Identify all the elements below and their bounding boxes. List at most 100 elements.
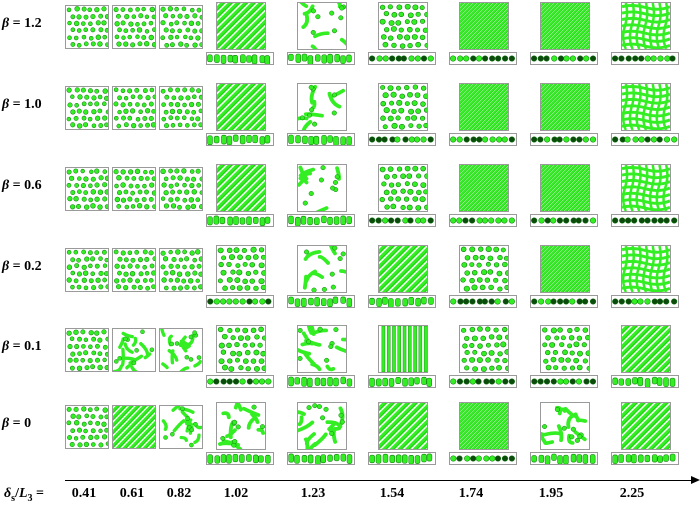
side-view-pattern — [369, 217, 434, 224]
morphology-pattern — [66, 329, 108, 371]
morphology-pattern — [217, 3, 265, 49]
morphology-pattern — [460, 3, 508, 49]
morphology-pattern — [379, 403, 427, 449]
morphology-pattern — [298, 326, 346, 372]
side-view-panel — [530, 375, 598, 388]
side-view-panel — [206, 452, 274, 465]
top-view-panel — [65, 167, 109, 211]
side-view-panel — [530, 52, 598, 65]
top-view-panel — [159, 167, 203, 211]
top-view-panel — [378, 325, 428, 373]
top-view-panel — [112, 167, 156, 211]
side-view-panel — [206, 214, 274, 227]
morphology-pattern — [161, 406, 202, 448]
top-view-panel — [297, 164, 347, 212]
morphology-pattern — [113, 329, 155, 371]
side-view-pattern — [369, 136, 434, 143]
morphology-pattern — [217, 326, 265, 372]
morphology-pattern — [460, 246, 508, 292]
top-view-panel — [297, 2, 347, 50]
side-view-pattern — [207, 298, 272, 305]
top-view-panel — [65, 5, 109, 49]
side-view-panel — [530, 295, 598, 308]
morphology-pattern — [379, 165, 427, 211]
side-view-pattern — [288, 453, 353, 464]
side-view-pattern — [531, 453, 596, 464]
side-view-pattern — [288, 134, 352, 145]
x-axis-tick-label: 1.95 — [538, 486, 564, 501]
side-view-pattern — [531, 298, 597, 305]
top-view-panel — [459, 402, 509, 450]
morphology-pattern — [622, 84, 670, 130]
morphology-pattern — [298, 84, 346, 130]
side-view-pattern — [450, 55, 515, 62]
top-view-panel — [378, 2, 428, 50]
morphology-pattern — [622, 403, 670, 449]
morphology-pattern — [160, 249, 202, 291]
top-view-panel — [112, 405, 156, 449]
side-view-panel — [287, 133, 355, 146]
side-view-pattern — [612, 453, 676, 464]
top-view-panel — [297, 245, 347, 293]
side-view-panel — [449, 295, 517, 308]
top-view-panel — [621, 245, 671, 293]
top-view-panel — [297, 83, 347, 131]
morphology-pattern — [113, 168, 155, 210]
top-view-panel — [216, 83, 266, 131]
top-view-panel — [378, 245, 428, 293]
side-view-pattern — [450, 455, 515, 462]
top-view-panel — [65, 405, 109, 449]
row-label-beta: β = 0.2 — [2, 259, 42, 274]
side-view-panel — [530, 133, 598, 146]
side-view-pattern — [450, 298, 515, 305]
morphology-pattern — [298, 403, 345, 449]
side-view-panel — [287, 375, 355, 388]
side-view-panel — [287, 52, 355, 65]
morphology-pattern — [460, 84, 508, 130]
morphology-pattern — [541, 246, 589, 292]
top-view-panel — [459, 164, 509, 212]
morphology-pattern — [66, 6, 108, 48]
top-view-panel — [65, 248, 109, 292]
side-view-pattern — [450, 136, 515, 143]
morphology-pattern — [302, 246, 346, 292]
morphology-pattern — [379, 246, 427, 292]
side-view-pattern — [531, 136, 597, 143]
morphology-pattern — [66, 249, 108, 291]
side-view-pattern — [612, 298, 678, 305]
row-label-beta: β = 0 — [2, 416, 32, 431]
morphology-pattern — [541, 84, 589, 130]
morphology-pattern — [381, 326, 427, 372]
side-view-panel — [611, 295, 679, 308]
row-label-beta: β = 0.6 — [2, 178, 42, 193]
top-view-panel — [65, 86, 109, 130]
top-view-panel — [216, 325, 266, 373]
side-view-pattern — [531, 55, 597, 62]
morphology-pattern — [460, 165, 508, 211]
morphology-pattern — [113, 6, 155, 48]
morphology-pattern — [66, 87, 108, 129]
top-view-panel — [112, 248, 156, 292]
morphology-pattern — [113, 87, 155, 129]
morphology-pattern — [160, 329, 202, 371]
top-view-panel — [621, 164, 671, 212]
side-view-pattern — [612, 55, 676, 62]
side-view-pattern — [288, 53, 352, 64]
top-view-panel — [459, 83, 509, 131]
x-axis-tick-label: 0.41 — [71, 486, 97, 501]
top-view-panel — [621, 83, 671, 131]
morphology-pattern — [622, 165, 670, 211]
row-label-beta: β = 0.1 — [2, 339, 42, 354]
x-axis-tick-label: 1.74 — [458, 486, 484, 501]
top-view-panel — [112, 328, 156, 372]
top-view-panel — [378, 164, 428, 212]
morphology-pattern — [66, 168, 108, 210]
side-view-pattern — [207, 454, 271, 464]
side-view-panel — [611, 452, 679, 465]
morphology-pattern — [217, 246, 265, 291]
side-view-panel — [206, 375, 274, 388]
morphology-pattern — [160, 6, 202, 48]
side-view-panel — [530, 452, 598, 465]
top-view-panel — [112, 5, 156, 49]
top-view-panel — [540, 245, 590, 293]
